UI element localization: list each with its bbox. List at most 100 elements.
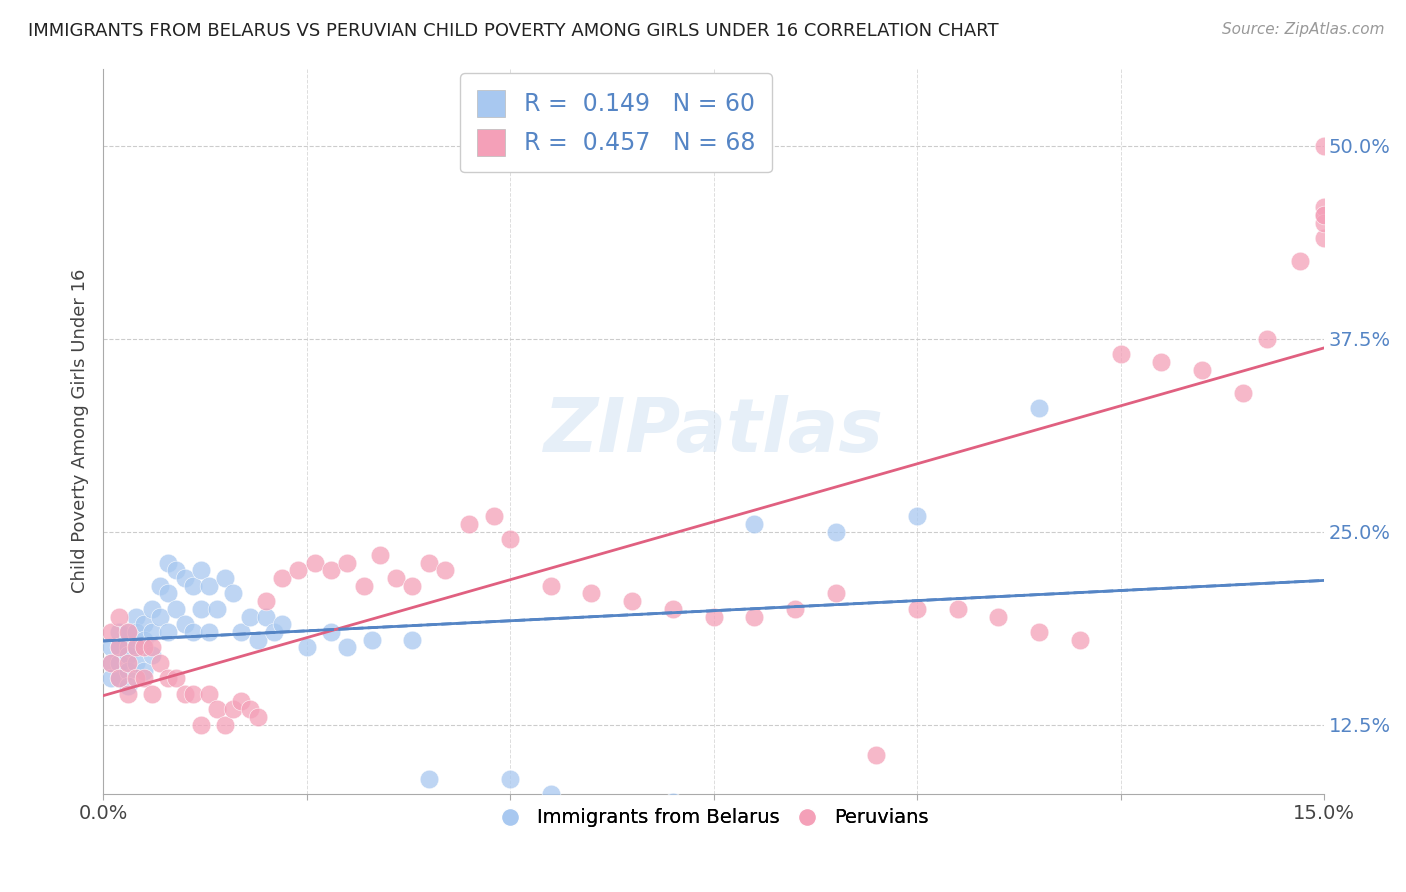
Point (157, 556, 180, 570)
Point (581, 586, 603, 600)
Point (117, 679, 139, 693)
Point (905, 509, 928, 524)
Point (117, 648, 139, 662)
Point (214, 571, 236, 585)
Point (499, 772, 522, 786)
Point (319, 563, 342, 577)
Point (336, 556, 359, 570)
Point (100, 671, 122, 685)
Point (1313, 138, 1336, 153)
Point (141, 687, 163, 701)
Point (418, 772, 440, 786)
Point (165, 671, 187, 685)
Text: IMMIGRANTS FROM BELARUS VS PERUVIAN CHILD POVERTY AMONG GIRLS UNDER 16 CORRELATI: IMMIGRANTS FROM BELARUS VS PERUVIAN CHIL… (28, 22, 998, 40)
Point (149, 579, 172, 593)
Point (401, 632, 423, 647)
Point (319, 624, 342, 639)
Point (141, 624, 163, 639)
Point (254, 609, 277, 624)
Point (433, 563, 456, 577)
Point (263, 624, 285, 639)
Point (100, 656, 122, 670)
Point (108, 640, 131, 655)
Point (108, 640, 131, 655)
Point (742, 516, 765, 531)
Point (125, 671, 148, 685)
Point (117, 624, 139, 639)
Point (987, 609, 1010, 624)
Point (304, 556, 326, 570)
Text: Source: ZipAtlas.com: Source: ZipAtlas.com (1222, 22, 1385, 37)
Point (239, 609, 262, 624)
Text: ZIPatlas: ZIPatlas (544, 395, 883, 467)
Point (1109, 347, 1132, 361)
Point (540, 787, 562, 801)
Point (231, 694, 253, 708)
Point (254, 594, 277, 608)
Point (824, 524, 846, 539)
Point (662, 795, 685, 809)
Point (1288, 254, 1310, 268)
Point (181, 687, 204, 701)
Point (1069, 632, 1091, 647)
Point (141, 648, 163, 662)
Point (198, 687, 221, 701)
Point (117, 687, 139, 701)
Point (418, 556, 440, 570)
Point (581, 810, 603, 824)
Point (214, 717, 236, 731)
Point (117, 656, 139, 670)
Point (181, 624, 204, 639)
Point (824, 586, 846, 600)
Point (173, 571, 195, 585)
Point (353, 579, 375, 593)
Point (540, 579, 562, 593)
Point (1313, 208, 1336, 222)
Point (157, 671, 180, 685)
Point (499, 533, 522, 547)
Point (141, 640, 163, 655)
Point (125, 609, 148, 624)
Point (190, 602, 212, 616)
Point (295, 640, 318, 655)
Point (149, 609, 172, 624)
Point (336, 640, 359, 655)
Point (662, 602, 685, 616)
Point (117, 664, 139, 678)
Point (1313, 208, 1336, 222)
Point (1232, 385, 1254, 400)
Point (401, 579, 423, 593)
Point (1028, 401, 1050, 416)
Point (173, 617, 195, 632)
Point (742, 609, 765, 624)
Point (141, 602, 163, 616)
Point (287, 563, 309, 577)
Legend: Immigrants from Belarus, Peruvians: Immigrants from Belarus, Peruvians (491, 801, 936, 835)
Point (205, 702, 228, 716)
Point (368, 548, 391, 562)
Point (132, 617, 155, 632)
Point (482, 509, 505, 524)
Point (190, 563, 212, 577)
Y-axis label: Child Poverty Among Girls Under 16: Child Poverty Among Girls Under 16 (72, 269, 89, 593)
Point (222, 702, 245, 716)
Point (108, 609, 131, 624)
Point (132, 632, 155, 647)
Point (239, 702, 262, 716)
Point (181, 579, 204, 593)
Point (703, 609, 725, 624)
Point (149, 656, 172, 670)
Point (108, 671, 131, 685)
Point (1313, 231, 1336, 245)
Point (190, 717, 212, 731)
Point (458, 516, 481, 531)
Point (173, 687, 195, 701)
Point (271, 617, 294, 632)
Point (385, 571, 408, 585)
Point (783, 602, 806, 616)
Point (157, 624, 180, 639)
Point (117, 624, 139, 639)
Point (1256, 332, 1278, 346)
Point (157, 586, 180, 600)
Point (271, 571, 294, 585)
